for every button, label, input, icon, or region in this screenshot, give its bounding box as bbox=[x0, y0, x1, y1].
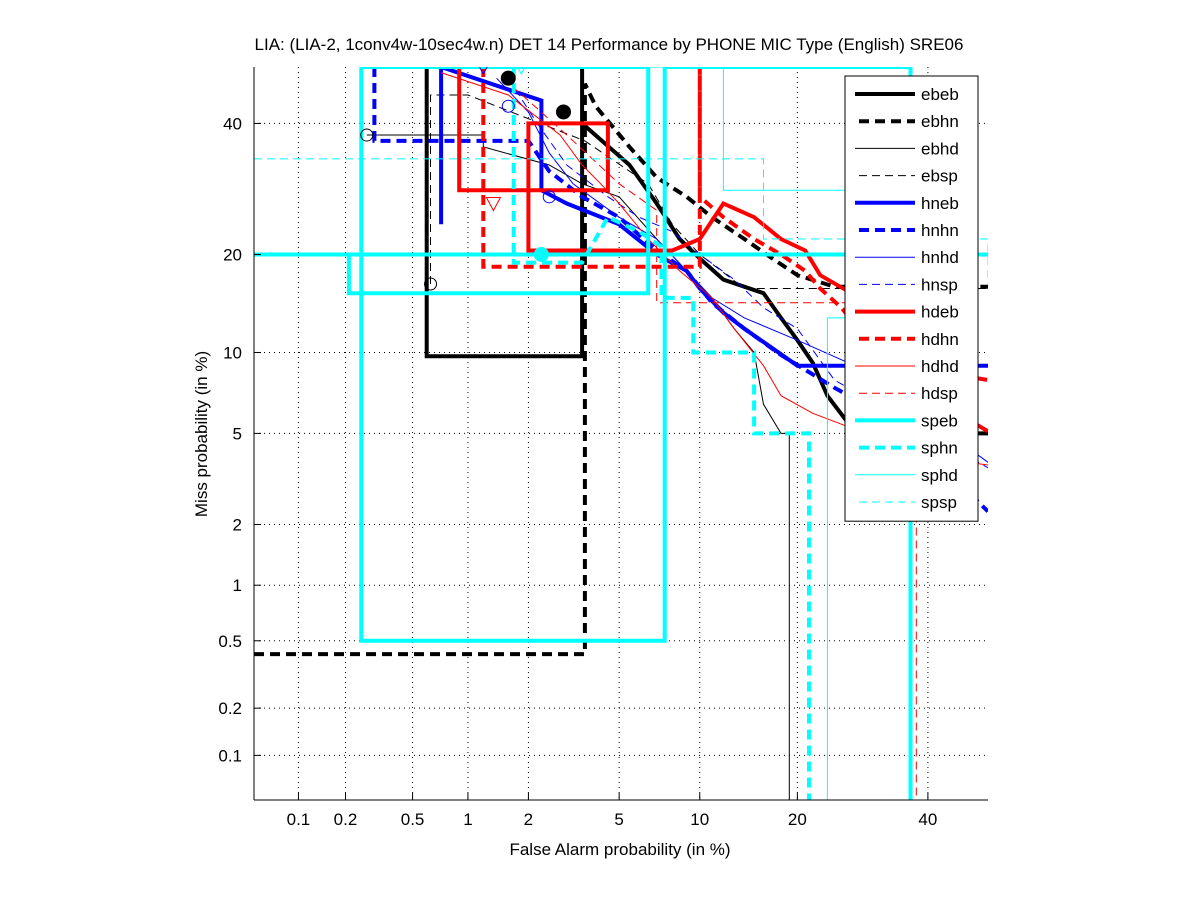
curve-hnhn bbox=[372, 67, 988, 513]
marker-hdhd bbox=[485, 197, 502, 212]
legend-item-hnhd: hnhd bbox=[855, 248, 959, 267]
marker-hneb bbox=[501, 99, 515, 113]
x-tick-label: 40 bbox=[918, 810, 937, 829]
legend-item-hnsp: hnsp bbox=[859, 275, 958, 294]
legend-label: hdsp bbox=[921, 384, 958, 403]
x-tick-label: 0.5 bbox=[401, 810, 425, 829]
x-axis-label: False Alarm probability (in %) bbox=[509, 840, 730, 859]
x-ticks: 0.1 0.2 0.5 1 2 5 10 20 40 bbox=[287, 793, 937, 829]
legend-label: ebsp bbox=[921, 167, 958, 186]
legend-label: hnsp bbox=[921, 275, 958, 294]
x-tick-label: 1 bbox=[463, 810, 472, 829]
y-tick-label: 0.5 bbox=[218, 632, 242, 651]
legend-item-hdsp: hdsp bbox=[859, 384, 958, 403]
legend-label: ebhd bbox=[921, 139, 959, 158]
chart-title: LIA: (LIA-2, 1conv4w-10sec4w.n) DET 14 P… bbox=[255, 35, 964, 54]
legend-item-ebhd: ebhd bbox=[855, 139, 959, 158]
x-tick-label: 20 bbox=[788, 810, 807, 829]
legend-item-ebsp: ebsp bbox=[859, 167, 958, 186]
x-tick-label: 0.2 bbox=[334, 810, 358, 829]
legend-item-hdhn: hdhn bbox=[859, 330, 959, 349]
y-tick-label: 40 bbox=[223, 114, 242, 133]
y-tick-label: 10 bbox=[223, 343, 242, 362]
curve-ebsp bbox=[430, 94, 988, 289]
legend-item-spsp: spsp bbox=[859, 493, 957, 512]
legend-item-sphn: sphn bbox=[859, 439, 958, 458]
curve-sphn bbox=[511, 67, 811, 800]
legend-label: hdhd bbox=[921, 357, 959, 376]
y-ticks: 0.1 0.2 0.5 1 2 5 10 20 40 bbox=[218, 114, 261, 765]
x-tick-label: 5 bbox=[614, 810, 623, 829]
marker-ebeb bbox=[500, 70, 516, 86]
legend-item-hneb: hneb bbox=[855, 194, 959, 213]
legend-label: hnhn bbox=[921, 221, 959, 240]
markers bbox=[360, 67, 571, 291]
legend-item-speb: speb bbox=[855, 411, 958, 430]
legend-item-ebeb: ebeb bbox=[855, 85, 959, 104]
x-tick-label: 10 bbox=[690, 810, 709, 829]
legend-item-hdeb: hdeb bbox=[855, 303, 959, 322]
y-tick-label: 20 bbox=[223, 245, 242, 264]
legend-label: ebeb bbox=[921, 85, 959, 104]
marker-ebhn bbox=[555, 104, 571, 120]
curve-speb bbox=[254, 67, 988, 800]
y-tick-label: 5 bbox=[233, 424, 242, 443]
legend-label: sphd bbox=[921, 466, 958, 485]
legend-label: hdeb bbox=[921, 303, 959, 322]
curve-hdeb bbox=[457, 67, 988, 434]
curves bbox=[254, 67, 988, 800]
curve-ebhn bbox=[254, 82, 988, 657]
x-tick-label: 2 bbox=[524, 810, 533, 829]
marker-sphd bbox=[516, 67, 526, 76]
legend-label: hdhn bbox=[921, 330, 959, 349]
marker-ebsp bbox=[424, 277, 438, 291]
y-axis-label: Miss probability (in %) bbox=[192, 351, 211, 517]
y-tick-label: 0.2 bbox=[218, 699, 242, 718]
legend-item-hnhn: hnhn bbox=[859, 221, 959, 240]
marker-ebhd bbox=[360, 128, 374, 142]
curve-ebhd bbox=[366, 134, 790, 800]
y-tick-label: 0.1 bbox=[218, 746, 242, 765]
marker-hnhn bbox=[542, 190, 556, 204]
x-tick-label: 0.1 bbox=[287, 810, 311, 829]
curve-hdhd bbox=[440, 72, 988, 466]
marker-speb bbox=[533, 246, 549, 262]
legend-label: hnhd bbox=[921, 248, 959, 267]
legend-item-sphd: sphd bbox=[855, 466, 958, 485]
grid bbox=[254, 67, 988, 800]
y-tick-label: 1 bbox=[233, 576, 242, 595]
y-tick-label: 2 bbox=[233, 515, 242, 534]
marker-hnhd bbox=[478, 67, 488, 76]
curve-spsp bbox=[254, 158, 988, 284]
legend-label: ebhn bbox=[921, 112, 959, 131]
legend: ebeb ebhn ebhd ebsp hneb hnhn hnhd hnsp hdeb hdhn… bbox=[844, 75, 979, 522]
legend-label: hneb bbox=[921, 194, 959, 213]
legend-label: sphn bbox=[921, 439, 958, 458]
legend-label: spsp bbox=[921, 493, 957, 512]
legend-label: speb bbox=[921, 411, 958, 430]
legend-item-ebhn: ebhn bbox=[859, 112, 959, 131]
legend-item-hdhd: hdhd bbox=[855, 357, 959, 376]
